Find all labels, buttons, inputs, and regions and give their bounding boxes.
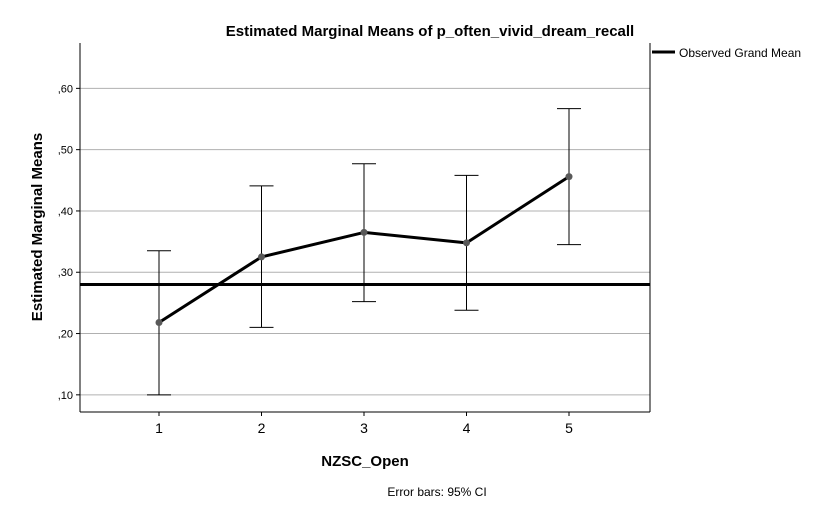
x-tick-label: 1 bbox=[155, 420, 163, 436]
x-axis-title: NZSC_Open bbox=[321, 453, 409, 470]
chart-title: Estimated Marginal Means of p_often_vivi… bbox=[226, 23, 634, 40]
x-tick-label: 5 bbox=[565, 420, 573, 436]
data-point bbox=[565, 173, 573, 181]
y-tick-labels: ,10 ,20 ,30 ,40 ,50 ,60 bbox=[58, 83, 80, 402]
legend-label: Observed Grand Mean bbox=[679, 46, 801, 60]
error-bars bbox=[147, 108, 581, 396]
data-point bbox=[463, 239, 470, 247]
y-axis-title: Estimated Marginal Means bbox=[29, 133, 46, 321]
data-point bbox=[258, 253, 265, 261]
data-point bbox=[155, 319, 163, 327]
grid-lines bbox=[80, 87, 650, 396]
data-points bbox=[155, 173, 573, 327]
x-tick-label: 3 bbox=[360, 420, 368, 436]
data-point bbox=[360, 228, 368, 236]
x-tick-label: 2 bbox=[258, 420, 266, 436]
x-tick-labels: 1 2 3 4 5 bbox=[155, 412, 573, 436]
y-tick-label: ,30 bbox=[58, 267, 73, 279]
x-tick-label: 4 bbox=[463, 420, 471, 436]
y-tick-label: ,10 bbox=[58, 390, 73, 402]
y-tick-label: ,40 bbox=[58, 206, 73, 218]
y-tick-label: ,50 bbox=[58, 145, 73, 157]
legend: Observed Grand Mean bbox=[652, 46, 801, 60]
y-tick-label: ,20 bbox=[58, 329, 73, 341]
error-bar-footnote: Error bars: 95% CI bbox=[387, 485, 486, 499]
y-tick-label: ,60 bbox=[58, 83, 73, 95]
